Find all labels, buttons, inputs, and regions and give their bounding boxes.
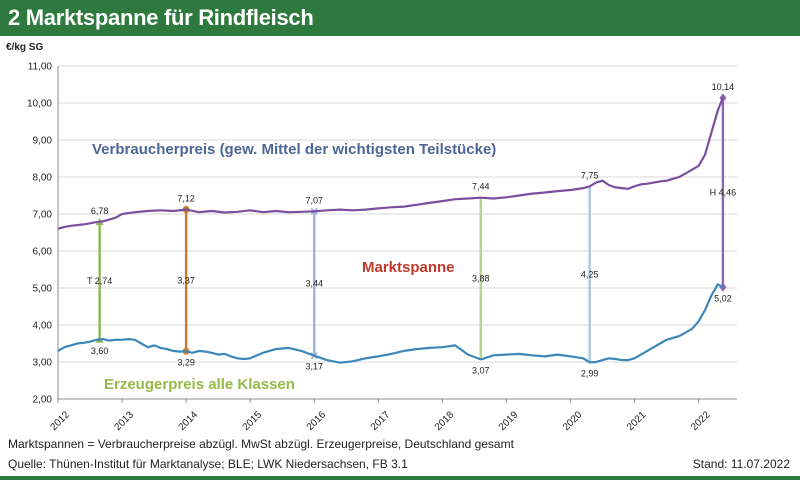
page-title: 2 Marktspanne für Rindfleisch [8,5,314,30]
span-upper-label: 7,07 [305,195,323,205]
header-bar: 2 Marktspanne für Rindfleisch [0,0,800,36]
footnote: Marktspannen = Verbraucherpreise abzügl.… [8,437,514,451]
span-lower-label: 2,99 [581,368,599,378]
producer-price-annotation: Erzeugerpreis alle Klassen [104,376,295,393]
x-tick-label: 2020 [561,409,585,433]
x-tick-label: 2014 [177,409,201,433]
span-diff-label: 4,25 [581,269,599,279]
x-tick-label: 2022 [689,409,713,433]
span-diff-label: 3,44 [305,279,323,289]
span-diff-label: T 2,74 [87,276,112,286]
producer-price-line [57,283,724,364]
bottom-rule [0,476,800,480]
y-tick-label: 8,00 [33,173,53,184]
span-lower-label: 5,02 [714,293,732,303]
span-upper-label: 7,12 [177,194,195,204]
y-tick-label: 2,00 [33,395,53,406]
span-upper-label: 6,78 [91,206,109,216]
x-tick-label: 2019 [497,409,521,433]
x-tick-label: 2012 [48,409,72,433]
y-tick-label: 9,00 [33,136,53,147]
y-tick-label: 5,00 [33,284,53,295]
x-tick-label: 2021 [625,409,649,433]
x-tick-label: 2018 [433,409,457,433]
x-tick-label: 2015 [241,409,265,433]
source-note: Quelle: Thünen-Institut für Marktanalyse… [8,457,408,471]
x-tick-label: 2017 [369,409,393,433]
y-axis-label: €/kg SG [6,42,43,53]
market-span-annotation: Marktspanne [362,259,455,276]
x-tick-label: 2016 [305,409,329,433]
span-diff-label: H 4,46 [710,188,737,198]
market-span-chart: 2,00 3,00 4,00 5,00 6,00 7,00 8,00 9,00 10,00 11,… [6,42,737,433]
y-tick-label: 11,00 [28,62,53,73]
span-lower-label: 3,29 [177,357,195,367]
y-tick-label: 3,00 [33,358,53,369]
span-upper-label: 7,75 [581,170,599,180]
consumer-price-line [57,97,724,230]
span-diff-label: 3,37 [177,275,195,285]
y-tick-label: 7,00 [33,210,53,221]
span-lower-label: 3,17 [305,362,323,372]
y-tick-label: 4,00 [33,321,53,332]
span-diff-label: 3,88 [472,274,490,284]
y-tick-label: 6,00 [33,247,53,258]
stand-date: Stand: 11.07.2022 [692,457,790,471]
span-upper-label: 7,44 [472,182,490,192]
y-tick-label: 10,00 [27,99,52,110]
span-lower-label: 3,07 [472,365,490,375]
span-upper-label: 10,14 [712,82,735,92]
x-tick-label: 2013 [113,409,137,433]
consumer-price-annotation: Verbraucherpreis (gew. Mittel der wichti… [92,141,496,158]
span-lower-label: 3,60 [91,346,109,356]
